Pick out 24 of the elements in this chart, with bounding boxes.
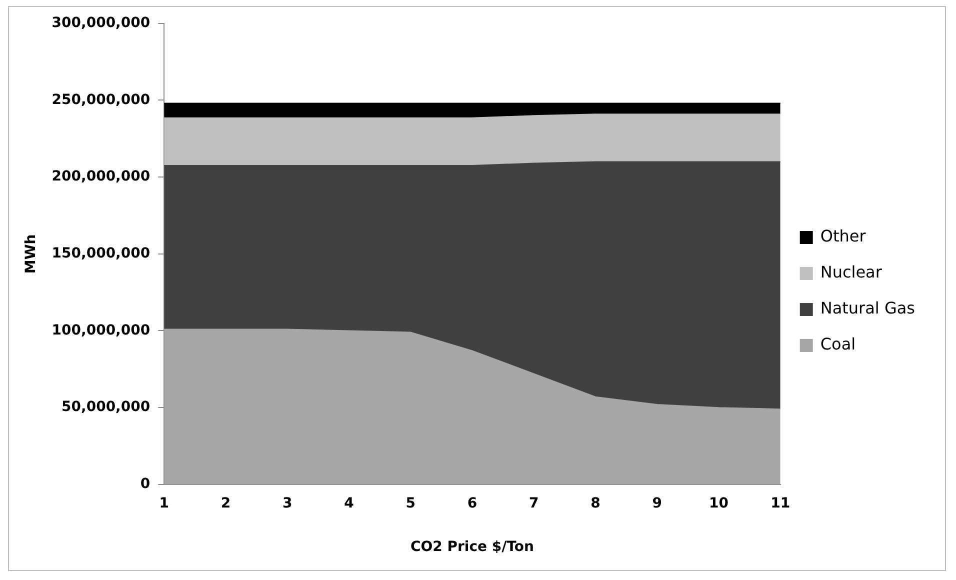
x-axis-title: CO2 Price $/Ton — [410, 539, 534, 556]
x-tick-label: 10 — [708, 495, 729, 512]
y-tick-label: 0 — [140, 476, 150, 492]
y-tick-label: 300,000,000 — [52, 15, 150, 32]
x-tick-label: 5 — [406, 495, 416, 512]
x-tick-label: 7 — [528, 495, 539, 512]
legend-label: Nuclear — [820, 262, 882, 282]
legend-label: Other — [820, 226, 866, 246]
y-tick-label: 50,000,000 — [62, 399, 150, 416]
legend-label: Coal — [820, 334, 856, 354]
y-axis-title: MWh — [23, 234, 40, 274]
x-tick-label: 8 — [590, 495, 600, 512]
x-tick-label: 2 — [220, 495, 231, 512]
legend-label: Natural Gas — [820, 298, 915, 318]
x-tick-label: 6 — [467, 495, 478, 512]
x-tick-label: 9 — [652, 495, 662, 512]
x-tick-label: 3 — [282, 495, 292, 512]
x-tick-label: 11 — [770, 495, 790, 512]
x-tick-label: 1 — [159, 495, 169, 512]
y-tick-label: 200,000,000 — [52, 168, 150, 185]
y-tick-label: 250,000,000 — [52, 92, 150, 108]
y-tick-label: 100,000,000 — [52, 322, 150, 338]
y-tick-label: 150,000,000 — [52, 246, 150, 262]
x-tick-label: 4 — [344, 495, 354, 512]
